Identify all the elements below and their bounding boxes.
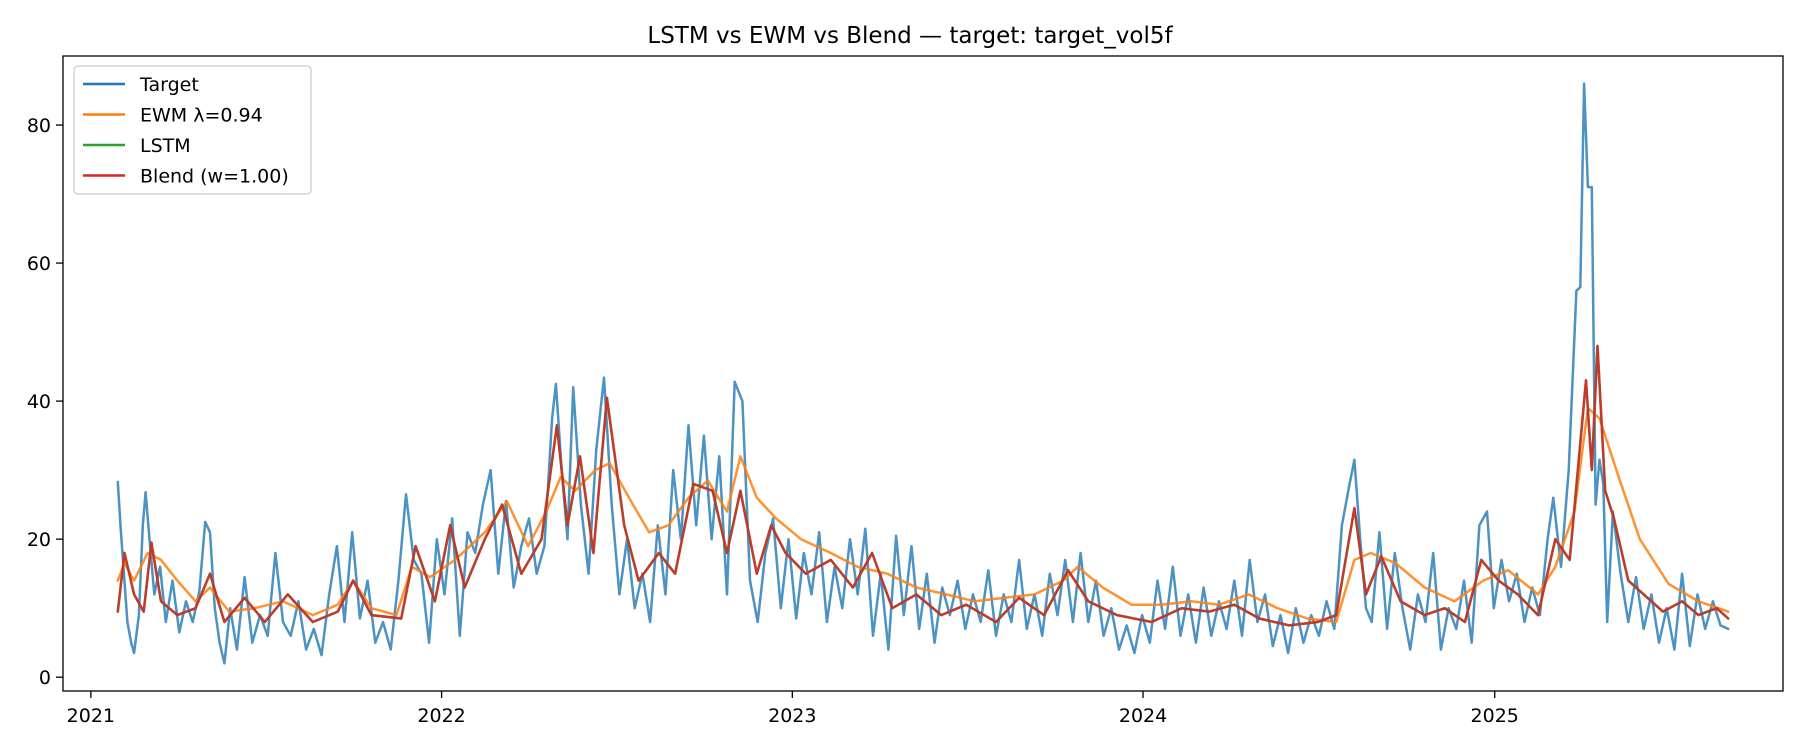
chart-title: LSTM vs EWM vs Blend — target: target_vo… xyxy=(647,23,1173,49)
y-tick-label: 20 xyxy=(27,529,51,551)
legend-label: EWM λ=0.94 xyxy=(140,105,263,127)
y-tick-label: 0 xyxy=(39,667,51,689)
x-tick-label: 2022 xyxy=(417,705,465,727)
y-tick-label: 60 xyxy=(27,253,51,275)
legend: Target EWM λ=0.94 LSTM Blend (w=1.00) xyxy=(73,65,312,195)
y-tick-label: 40 xyxy=(27,391,51,413)
x-tick-label: 2025 xyxy=(1471,705,1519,727)
x-tick-label: 2024 xyxy=(1119,705,1167,727)
series-line-ewm-0-94 xyxy=(116,406,1730,624)
legend-label: LSTM xyxy=(140,135,191,157)
x-tick-label: 2021 xyxy=(67,705,115,727)
legend-box xyxy=(73,65,312,195)
x-tick-label: 2023 xyxy=(768,705,816,727)
plot-series xyxy=(116,82,1730,665)
y-tick-label: 80 xyxy=(27,115,51,137)
plot-frame xyxy=(62,55,1784,692)
legend-label: Target xyxy=(139,74,199,96)
legend-label: Blend (w=1.00) xyxy=(140,166,289,188)
series-line-blend-w-1-00 xyxy=(116,344,1730,627)
x-axis: 2021 2022 2023 2024 2025 xyxy=(67,691,1519,727)
y-axis: 0 20 40 60 80 xyxy=(27,115,63,689)
